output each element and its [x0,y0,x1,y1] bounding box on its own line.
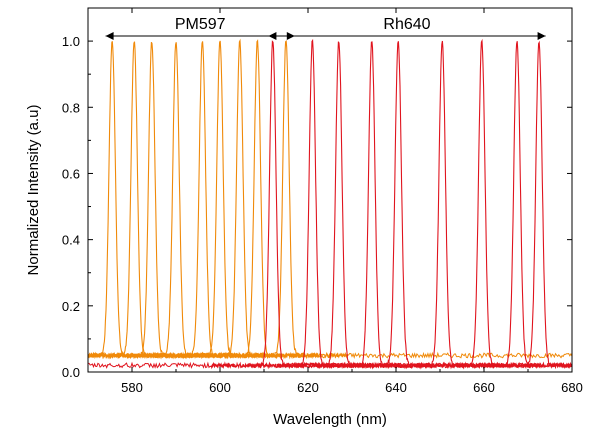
series-line-rh640-5 [336,41,460,370]
series-line-rh640-8 [454,41,573,370]
arrowhead-left-pm597 [105,32,114,40]
x-tick-label-680: 680 [561,380,583,395]
x-axis: 580 600 620 640 660 680 [87,8,583,395]
range-label-pm597: PM597 [175,16,226,33]
annotations: PM597 Rh640 [105,16,546,40]
y-axis: 0.0 0.2 0.4 0.6 0.8 1.0 [62,7,572,380]
range-label-rh640: Rh640 [383,16,430,33]
plot-frame [87,7,573,373]
series-layer [87,38,573,370]
series-line-rh640-4 [309,41,434,370]
baseline-rh640 [88,361,573,370]
series-line-rh640-9 [476,40,573,370]
y-tick-label-0.6: 0.6 [62,166,80,181]
series-line-rh640-3 [276,41,401,370]
series-line-pm597-5 [140,41,265,360]
x-tick-label-620: 620 [297,380,319,395]
y-axis-title: Normalized Intensity (a.u) [25,105,42,276]
x-tick-label-580: 580 [121,380,143,395]
y-tick-label-1.0: 1.0 [62,34,80,49]
y-tick-label-0.0: 0.0 [62,365,80,380]
x-tick-label-660: 660 [473,380,495,395]
y-tick-label-0.8: 0.8 [62,100,80,115]
arrowhead-left-rh640 [268,32,277,40]
y-tick-label-0.4: 0.4 [62,233,80,248]
x-axis-title: Wavelength (nm) [273,411,387,428]
y-tick-label-0.2: 0.2 [62,299,80,314]
x-tick-label-600: 600 [209,380,231,395]
series-line-pm597-9 [223,39,348,360]
series-line-pm597-8 [195,39,320,360]
arrowhead-right-rh640 [537,32,546,40]
x-tick-label-640: 640 [385,380,407,395]
series-line-pm597-6 [158,40,282,359]
